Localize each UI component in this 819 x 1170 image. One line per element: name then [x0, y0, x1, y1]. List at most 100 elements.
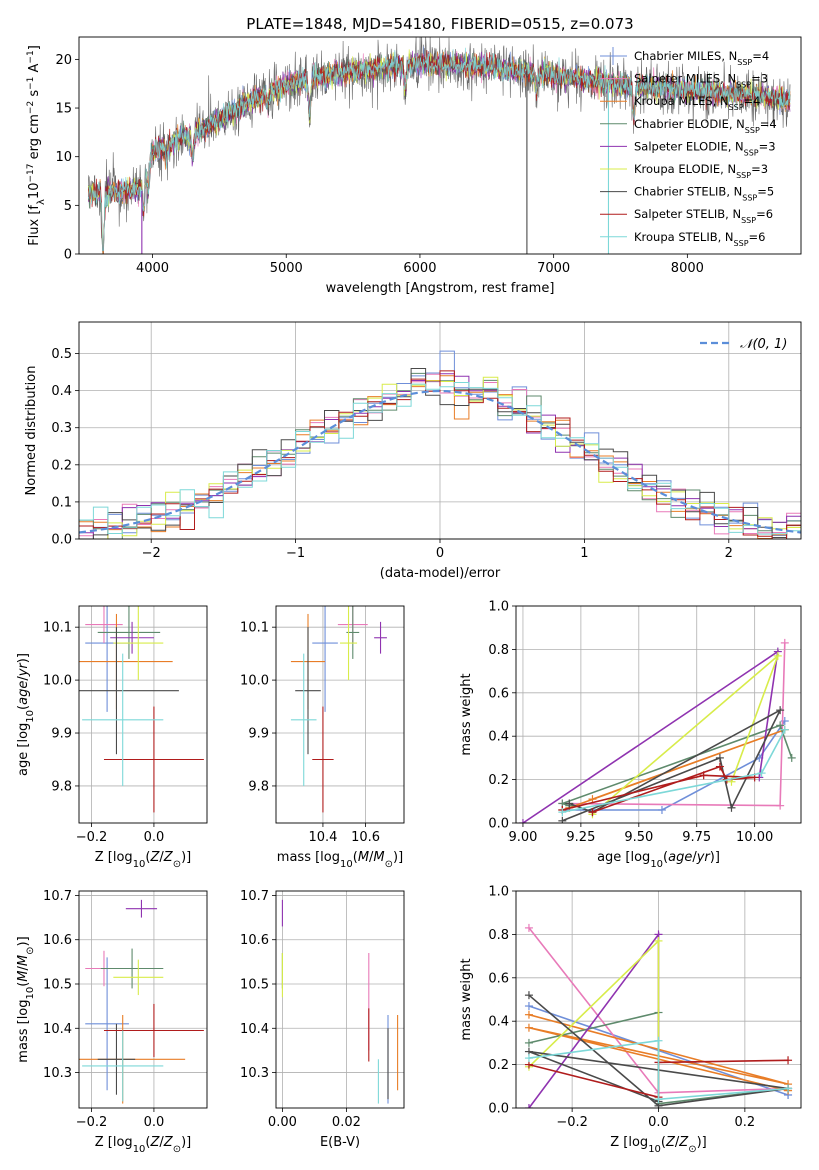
weight-marker-kroupa_stelib	[524, 1054, 533, 1063]
weight_vs_age-frame	[515, 605, 802, 824]
weight_vs_age-ytick-label: 0.0	[488, 817, 509, 832]
errorbar-salpeter_elodie	[125, 899, 158, 918]
mass_vs_ebv-ytick-label: 10.5	[240, 978, 269, 993]
weight-marker-chabrier_miles	[524, 1002, 533, 1011]
weight-marker-chabrier_stelib	[715, 753, 724, 762]
weight_vs_age-axes: 9.00 9.25 9.50 9.75 10.00 0.0 0.2 0.4 0.6 0.8 1.0	[488, 600, 802, 845]
residuals-ytick-label: 0.2	[51, 458, 72, 473]
weight_vs_Z-axes: −0.2 0.0 0.2 0.0 0.2 0.4 0.6 0.8 1.0	[488, 885, 802, 1130]
spectrum-xtick-label: 6000	[403, 261, 436, 276]
residuals-axes: −2 −1 0 1 2 0.0 0.1 0.2 0.3 0.4 0.5	[51, 321, 802, 561]
weight_vs_Z-ytick-label: 0.4	[488, 1015, 509, 1030]
errorbar-chabrier_elodie	[100, 948, 164, 989]
weight_vs_Z-ytick-label: 0.8	[488, 928, 509, 943]
weight-marker-chabrier_elodie	[787, 753, 796, 762]
errorbar-chabrier_miles	[312, 606, 338, 712]
weight_vs_age-xlabel: age [log10(age/yr)]	[597, 850, 720, 870]
errorbar-chabrier_elodie	[97, 606, 161, 659]
age_vs_mass-grid	[276, 606, 404, 823]
mass_vs_Z-plot-area	[79, 899, 204, 1104]
weight_vs_age-xtick-label: 9.25	[566, 830, 595, 845]
mass_vs_ebv-ytick-label: 10.7	[240, 889, 269, 904]
legend-label: Kroupa MILES, NSSP=4	[634, 94, 760, 112]
mass_vs_Z-xlabel: Z [log10(Z/Z⊙)]	[95, 1135, 192, 1155]
residuals-ytick-label: 0.5	[51, 347, 72, 362]
weight-marker-kroupa_miles	[524, 1023, 533, 1032]
mass_vs_ebv-plot-area	[281, 899, 399, 1104]
age_vs_Z-ytick-label: 9.9	[51, 727, 72, 742]
spectrum-xtick-label: 8000	[671, 261, 704, 276]
weight_vs_Z-ytick-label: 1.0	[488, 885, 509, 900]
errorbar-chabrier_stelib	[79, 627, 179, 755]
weight-line-kroupa_stelib	[528, 1039, 789, 1101]
weight-marker-chabrier_miles	[657, 805, 666, 814]
residuals-ytick-label: 0.0	[51, 533, 72, 548]
age_vs_Z-axes: −0.2 0.0 9.8 9.9 10.0 10.1	[43, 605, 208, 845]
legend-label: Chabrier MILES, NSSP=4	[634, 49, 769, 67]
age_vs_mass-xlabel: mass [log10(M/M⊙)]	[277, 850, 403, 870]
weight-marker-chabrier_stelib	[565, 799, 574, 808]
age_vs_mass-ytick-label: 10.0	[240, 674, 269, 689]
errorbar-kroupa_elodie	[113, 606, 164, 681]
mass_vs_ebv-ytick-label: 10.4	[240, 1022, 269, 1037]
residuals-ticks: −2 −1 0 1 2 0.0 0.1 0.2 0.3 0.4 0.5	[51, 347, 733, 561]
weight_vs_age-ytick-label: 0.4	[488, 730, 509, 745]
weight_vs_age-ytick-label: 0.2	[488, 773, 509, 788]
weight-marker-salpeter_miles	[780, 638, 789, 647]
spectrum-xtick-label: 7000	[537, 261, 570, 276]
spectrum-ytick-label: 5	[64, 199, 72, 214]
mass_vs_Z-xtick-label: −0.2	[76, 1115, 108, 1130]
age_vs_Z-ylabel: age [log10(age/yr)]	[16, 653, 36, 776]
residuals-plot-area	[79, 350, 801, 539]
age_vs_mass-ticks: 10.4 10.6 9.8 9.9 10.0 10.1	[240, 621, 380, 845]
weight_vs_age-ytick-label: 0.6	[488, 686, 509, 701]
mass_vs_ebv-grid	[276, 891, 404, 1108]
spectrum-legend: Chabrier MILES, NSSP=4 Salpeter MILES, NS…	[600, 47, 777, 247]
spectrum-axes: 4000 5000 6000 7000 8000 0 5 10 15 20	[55, 36, 802, 276]
weight_vs_age-xtick-label: 9.50	[624, 830, 653, 845]
errorbar-salpeter_stelib	[103, 1003, 204, 1058]
weight-marker-kroupa_stelib	[654, 1095, 663, 1104]
age_vs_mass-xtick-label: 10.4	[308, 830, 337, 845]
mass_vs_Z-axes: −0.2 0.0 10.3 10.4 10.5 10.6 10.7	[43, 889, 208, 1130]
residuals-ytick-label: 0.4	[51, 384, 72, 399]
legend-label: Kroupa ELODIE, NSSP=3	[634, 162, 768, 180]
weight_vs_age-ytick-label: 0.8	[488, 643, 509, 658]
weight-marker-salpeter_miles	[524, 923, 533, 932]
weight-marker-kroupa_miles	[524, 1010, 533, 1019]
weight_vs_age-grid	[516, 605, 801, 824]
weight_vs_Z-plot-area	[524, 923, 793, 1108]
spectrum-ytick-label: 10	[55, 150, 72, 165]
age_vs_Z-plot-area	[79, 606, 204, 813]
residuals-ytick-label: 0.3	[51, 421, 72, 436]
age_vs_Z-xtick-label: 0.0	[144, 830, 165, 845]
age_vs_mass-ytick-label: 9.9	[248, 727, 269, 742]
mass_vs_Z-ytick-label: 10.6	[43, 933, 72, 948]
weight_vs_Z-ylabel: mass weight	[459, 958, 474, 1040]
legend-label: Kroupa STELIB, NSSP=6	[634, 230, 765, 248]
weight_vs_Z-ytick-label: 0.0	[488, 1102, 509, 1117]
mass_vs_Z-ytick-label: 10.7	[43, 889, 72, 904]
weight-marker-kroupa_elodie	[654, 936, 663, 945]
mass_vs_ebv-ytick-label: 10.3	[240, 1066, 269, 1081]
weight-marker-salpeter_stelib	[715, 762, 724, 771]
mass_vs_Z-ticks: −0.2 0.0 10.3 10.4 10.5 10.6 10.7	[43, 889, 164, 1130]
mass_vs_ebv-xtick-label: 0.02	[332, 1115, 361, 1130]
weight-marker-chabrier_stelib	[727, 803, 736, 812]
mass_vs_ebv-ticks: 0.00 0.02 10.3 10.4 10.5 10.6 10.7	[240, 889, 361, 1130]
weight_vs_Z-xtick-label: 0.2	[735, 1115, 756, 1130]
age_vs_Z-grid	[79, 606, 207, 823]
weight-marker-kroupa_stelib	[784, 1084, 793, 1093]
age_vs_Z-xtick-label: −0.2	[76, 830, 108, 845]
errorbar-kroupa_stelib	[290, 653, 317, 786]
age_vs_Z-ytick-label: 9.8	[51, 779, 72, 794]
weight-marker-kroupa_stelib	[780, 725, 789, 734]
figure-title: PLATE=1848, MJD=54180, FIBERID=0515, z=0…	[246, 15, 633, 33]
weight-line-chabrier_miles	[562, 720, 786, 811]
weight-marker-salpeter_miles	[776, 801, 785, 810]
weight-line-kroupa_elodie	[591, 653, 780, 815]
age_vs_Z-frame	[78, 605, 208, 824]
mass_vs_Z-grid	[79, 891, 207, 1108]
residuals-xlabel: (data-model)/error	[380, 566, 501, 581]
legend-label: Salpeter ELODIE, NSSP=3	[634, 139, 776, 157]
